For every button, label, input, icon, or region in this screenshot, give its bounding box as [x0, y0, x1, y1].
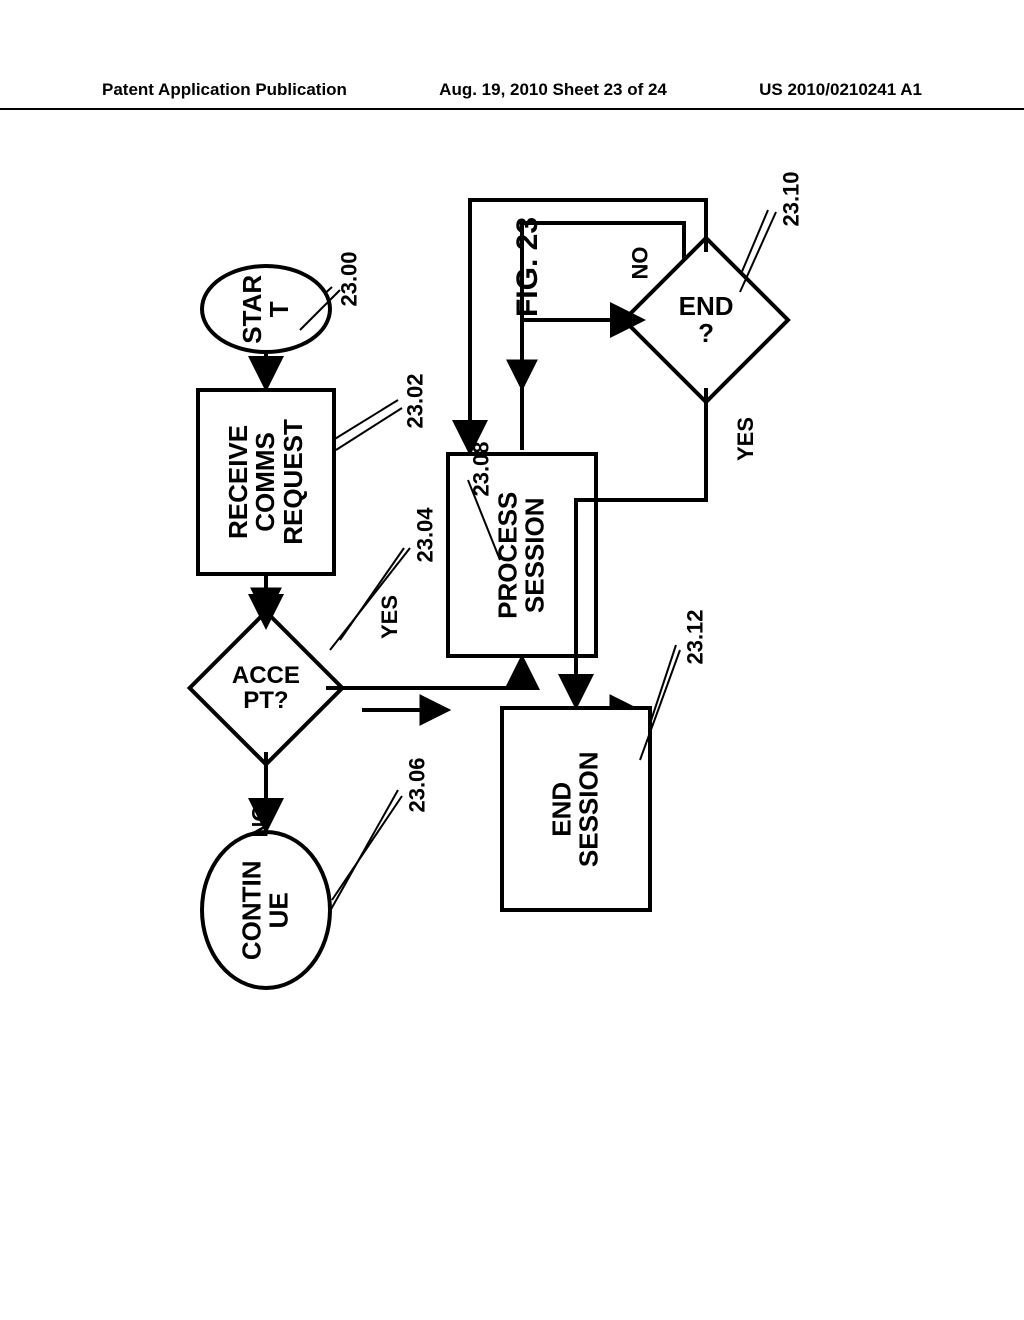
node-accept-label: ACCE PT?	[232, 663, 300, 713]
node-continue: CONTIN UE	[200, 830, 332, 990]
node-receive-label: RECEIVE COMMS REQUEST	[225, 419, 307, 545]
ref-23-00: 23.00	[337, 251, 363, 306]
node-accept: ACCE PT?	[187, 609, 345, 767]
node-continue-label: CONTIN UE	[239, 860, 294, 960]
edge-end-no: NO	[628, 247, 654, 280]
node-end-s-label: END SESSION	[549, 751, 604, 867]
edge-end-yes: YES	[733, 417, 759, 461]
edge-accept-no: NO	[248, 805, 274, 838]
header-id: US 2010/0210241 A1	[759, 80, 922, 100]
header-date: Aug. 19, 2010 Sheet 23 of 24	[439, 80, 667, 100]
ref-23-02: 23.02	[403, 373, 429, 428]
node-end-session: END SESSION	[500, 706, 652, 912]
ref-23-06: 23.06	[405, 757, 431, 812]
ref-23-08: 23.08	[469, 441, 495, 496]
ref-23-04: 23.04	[413, 507, 439, 562]
page-header: Patent Application Publication Aug. 19, …	[0, 80, 1024, 110]
node-receive: RECEIVE COMMS REQUEST	[196, 388, 336, 576]
node-start: STAR T	[200, 264, 332, 354]
node-end-q-label: END ?	[679, 293, 734, 348]
ref-23-10: 23.10	[779, 171, 805, 226]
header-pub: Patent Application Publication	[102, 80, 347, 100]
flowchart-connectors	[0, 0, 1024, 1320]
flowchart-edges	[0, 0, 1024, 1320]
edge-accept-yes: YES	[377, 595, 403, 639]
figure-title: FIG. 23	[511, 217, 545, 317]
node-process-label: PROCESS SESSION	[495, 491, 550, 618]
node-start-label: STAR T	[239, 275, 294, 344]
ref-23-12: 23.12	[683, 609, 709, 664]
